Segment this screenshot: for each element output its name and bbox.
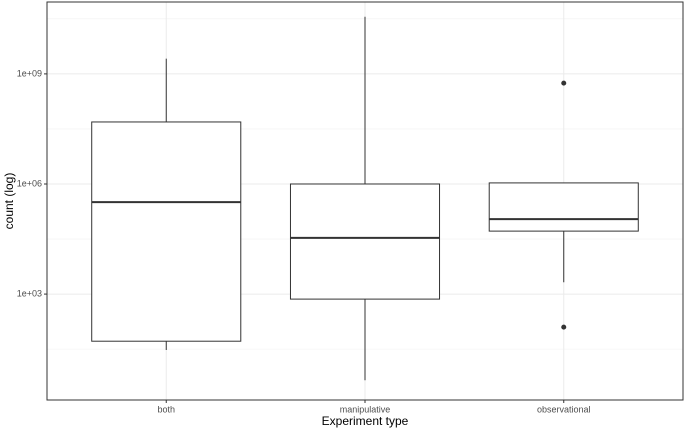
y-axis-title: count (log) (2, 173, 16, 230)
x-axis-title: Experiment type (322, 414, 409, 428)
y-tick-label: 1e+06 (17, 178, 42, 188)
box (488, 182, 639, 232)
outlier (561, 324, 567, 330)
box (91, 121, 242, 342)
y-tick-label: 1e+03 (17, 288, 42, 298)
outlier (561, 80, 567, 86)
y-tick-label: 1e+09 (17, 68, 42, 78)
x-tick-label: observational (537, 404, 591, 414)
box (289, 183, 441, 300)
x-tick-label: both (157, 404, 175, 414)
marks (91, 16, 639, 381)
x-tick-label: manipulative (340, 404, 391, 414)
